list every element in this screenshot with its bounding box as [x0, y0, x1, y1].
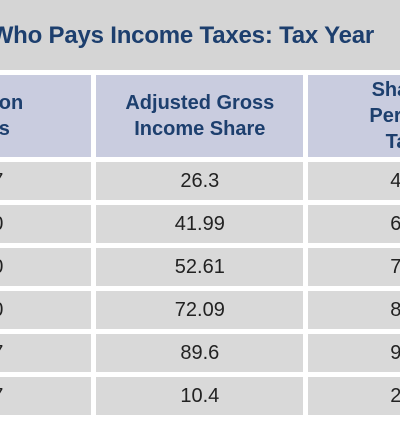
table-cell-tax-share: 97.6	[308, 334, 400, 372]
table-cell-agi-share: 26.3	[96, 162, 304, 200]
table-row: 77 26.3 45.7	[0, 162, 400, 200]
table-cell-households: 40	[0, 205, 92, 243]
header-line: old on	[0, 92, 24, 114]
table-cell-households: 00	[0, 248, 92, 286]
table-title-bar: e 1. Who Pays Income Taxes: Tax Year	[0, 0, 400, 70]
table-cell-households: 77	[0, 162, 92, 200]
table-cell-agi-share: 41.99	[96, 205, 304, 243]
table-cell-agi-share: 89.6	[96, 334, 304, 372]
table-cell-households: 37	[0, 377, 92, 415]
table-row: 00 52.61 75.	[0, 248, 400, 286]
header-cell-household: old on iles	[0, 75, 92, 157]
table-cell-tax-share: 89.3	[308, 291, 400, 329]
header-line: Tax P	[385, 131, 400, 153]
header-cell-agi-share: Adjusted Gross Income Share	[96, 75, 304, 157]
table-cell-households: 37	[0, 334, 92, 372]
table-row: 37 89.6 97.6	[0, 334, 400, 372]
header-line: Personal	[369, 105, 400, 127]
table-cell-tax-share: 45.7	[308, 162, 400, 200]
table-cell-agi-share: 10.4	[96, 377, 304, 415]
table-cell-agi-share: 72.09	[96, 291, 304, 329]
header-line: iles	[0, 118, 10, 140]
income-tax-table: old on iles Adjusted Gross Income Share …	[0, 70, 400, 420]
header-line: Income Share	[134, 118, 266, 140]
table-row: 37 10.4 2.3	[0, 377, 400, 415]
header-cell-tax-share: Share of Personal Tax P	[308, 75, 400, 157]
table-cell-tax-share: 65.6	[308, 205, 400, 243]
table-cell-agi-share: 52.61	[96, 248, 304, 286]
table-row: 40 41.99 65.6	[0, 205, 400, 243]
table-cell-tax-share: 2.3	[308, 377, 400, 415]
header-line: Adjusted Gross	[125, 92, 275, 114]
table-cell-households: 40	[0, 291, 92, 329]
header-line: Share of	[371, 79, 400, 101]
table-title: e 1. Who Pays Income Taxes: Tax Year	[0, 22, 375, 49]
header-row: old on iles Adjusted Gross Income Share …	[0, 75, 400, 157]
table-cell-tax-share: 75.	[308, 248, 400, 286]
table-row: 40 72.09 89.3	[0, 291, 400, 329]
table-container: old on iles Adjusted Gross Income Share …	[0, 70, 400, 433]
